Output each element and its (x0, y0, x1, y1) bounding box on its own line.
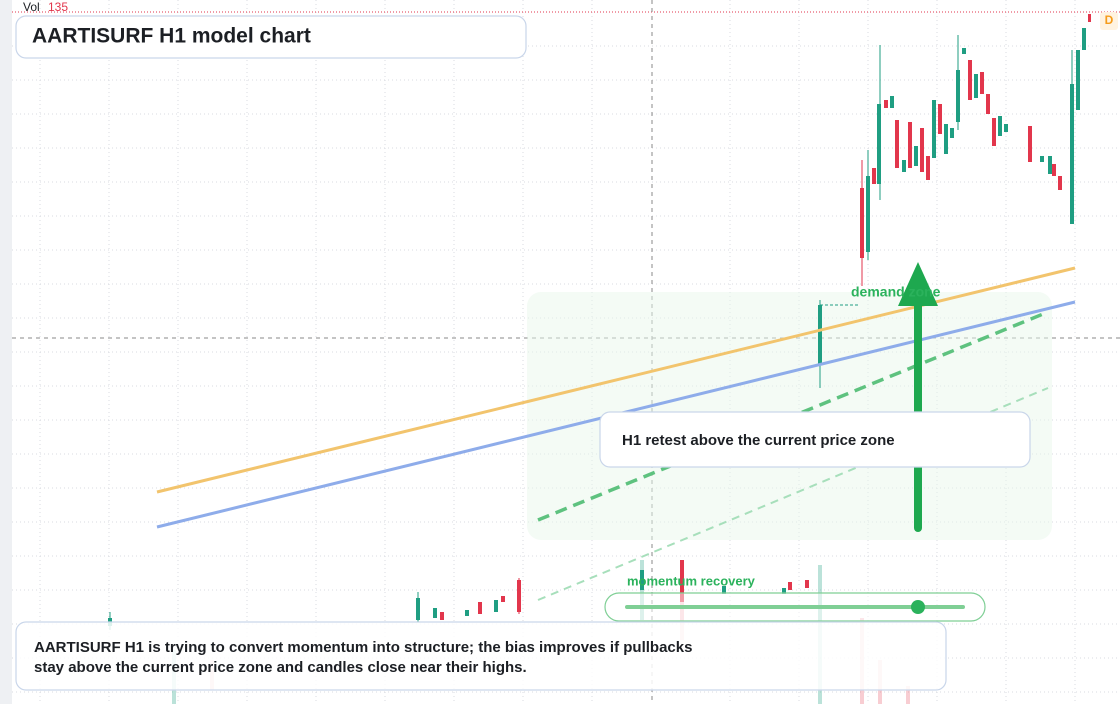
upper-candles (818, 14, 1091, 388)
note-line: stay above the current price zone and ca… (34, 659, 527, 676)
callout-text: H1 retest above the current price zone (622, 432, 895, 449)
interval-badge-bg[interactable] (1100, 12, 1118, 30)
zone-label: demand zone (851, 284, 941, 300)
momentum-label: momentum recovery (627, 573, 756, 588)
volume-value: 135 (48, 0, 68, 14)
chart-title: AARTISURF H1 model chart (32, 25, 311, 48)
note-line: AARTISURF H1 is trying to convert moment… (34, 639, 692, 656)
slider-knob[interactable] (911, 600, 925, 614)
arrow-head (898, 262, 938, 306)
left-strip (0, 0, 12, 704)
volume-label: Vol (23, 0, 40, 14)
lower-candles (108, 560, 809, 630)
title-box (15, 15, 527, 59)
note-box (15, 621, 947, 691)
callout-box (599, 411, 1031, 468)
interval-badge[interactable]: D (1105, 13, 1114, 27)
